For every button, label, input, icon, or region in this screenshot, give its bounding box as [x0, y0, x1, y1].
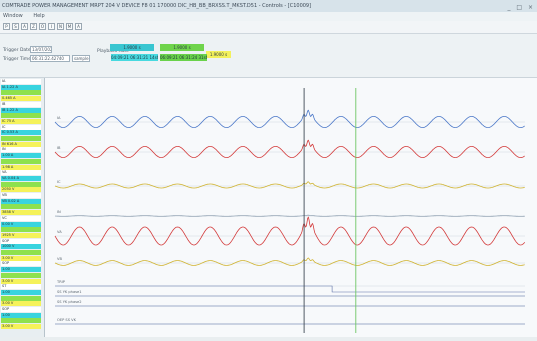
tree-item[interactable]	[1, 90, 41, 96]
toolbar: P S A Z O I N M A	[0, 21, 537, 34]
series-label: OEP SS VK	[57, 318, 77, 322]
trigger-time-field[interactable]: 06:31:22.42740	[30, 55, 70, 62]
tree-item[interactable]	[1, 295, 41, 301]
sample-select[interactable]: sample	[72, 55, 90, 62]
menu-help[interactable]: Help	[33, 13, 45, 19]
tree-item[interactable]: 1.00	[1, 267, 41, 273]
tree-item[interactable]: 0.00 V	[1, 221, 41, 227]
series-va	[54, 216, 526, 246]
tree-item[interactable]	[1, 113, 41, 119]
series-ia	[54, 109, 525, 128]
tree-item[interactable]: ST	[1, 284, 41, 290]
tree-item[interactable]: 3.00 V	[1, 278, 41, 284]
tree-item[interactable]: 2050 V	[1, 187, 41, 193]
tree-item[interactable]: SOP	[1, 238, 41, 244]
trigger-date-field[interactable]: 13/07/2021	[30, 46, 52, 53]
tree-item[interactable]: 1.00 A	[1, 153, 41, 159]
toolbar-button-8[interactable]: M	[66, 23, 73, 30]
tree-item[interactable]: 1.00	[1, 289, 41, 295]
trigger-time-label: Trigger Time	[3, 57, 31, 62]
tree-item[interactable]: IC 75 A	[1, 118, 41, 124]
series-label: TRIP	[56, 280, 66, 284]
window-title: COMTRADE POWER MANAGEMENT MRPT 204 V DEV…	[2, 3, 312, 9]
series-label: IC	[57, 180, 61, 184]
waveform-plot[interactable]: IA IB IC IN VA VB TRIP SS YK phase1 SS YK phase2…	[45, 78, 537, 337]
cursor-a-time: 04:09:21 06:31:21 14s63	[111, 54, 158, 61]
series-label: IN	[57, 210, 61, 214]
tree-item[interactable]: 3.00 V	[1, 324, 41, 330]
tree-item[interactable]: 3858 V	[1, 210, 41, 216]
tree-item[interactable]: IA	[1, 79, 41, 84]
tree-item[interactable]: VB 0.02 A	[1, 198, 41, 204]
tree-item[interactable]: IN	[1, 147, 41, 153]
tree-item[interactable]: IC	[1, 124, 41, 130]
tree-item[interactable]: 3.00 V	[1, 301, 41, 307]
tree-item[interactable]	[1, 181, 41, 187]
tree-item[interactable]: 0.465 A	[1, 96, 41, 102]
toolbar-button-6[interactable]: I	[48, 23, 55, 30]
tree-item[interactable]	[1, 158, 41, 164]
tree-item[interactable]: SOP	[1, 261, 41, 267]
tree-item[interactable]	[1, 250, 41, 255]
chip-c[interactable]: 1.9000 s	[206, 51, 231, 58]
channel-tree: IA IA 1.22 A 0.465 A IB IB 1.22 A IC 75 A IC IC…	[0, 78, 45, 337]
tree-item[interactable]: 1000 V	[1, 244, 41, 250]
tree-item[interactable]	[1, 136, 41, 141]
tree-item[interactable]	[1, 204, 41, 210]
toolbar-button-4[interactable]: Z	[30, 23, 37, 30]
series-ic	[54, 181, 525, 189]
tree-item[interactable]: VA 0.04 A	[1, 175, 41, 181]
series-ib	[54, 139, 525, 158]
toolbar-button-3[interactable]: A	[21, 23, 28, 30]
menu-bar: Window Help	[0, 12, 537, 21]
tree-item[interactable]: IB	[1, 101, 41, 107]
toolbar-button-9[interactable]: A	[75, 23, 82, 30]
tree-item[interactable]: IA 1.22 A	[1, 84, 41, 90]
tree-item[interactable]: SOP	[1, 307, 41, 312]
toolbar-button-5[interactable]: O	[39, 23, 46, 30]
window-controls[interactable]: _ □ ×	[507, 4, 535, 11]
tree-item[interactable]	[1, 227, 41, 233]
tree-item[interactable]	[1, 318, 41, 324]
series-trip	[55, 285, 525, 293]
series-label: VB	[57, 257, 62, 261]
chip-a[interactable]: 1.9000 s	[110, 44, 154, 51]
tree-item[interactable]: VB	[1, 193, 41, 198]
toolbar-button-2[interactable]: S	[12, 23, 19, 30]
series-label: IA	[57, 116, 61, 120]
tree-item[interactable]: 1.98 A	[1, 164, 41, 170]
series-label: IB	[57, 146, 61, 150]
tree-item[interactable]: IN 616 A	[1, 141, 41, 147]
toolbar-button-7[interactable]: N	[57, 23, 64, 30]
toolbar-button-1[interactable]: P	[3, 23, 10, 30]
series-label: VA	[57, 230, 62, 234]
playback-rate-label: Playback Rate	[97, 49, 129, 54]
parameter-bar: Trigger Date 13/07/2021 Trigger Time 06:…	[0, 34, 537, 78]
tree-item[interactable]: IC 0.53 A	[1, 130, 41, 136]
trigger-date-label: Trigger Date	[3, 48, 31, 53]
series-label: SS YK phase1	[57, 290, 82, 294]
tree-item[interactable]	[1, 272, 41, 278]
window-titlebar: COMTRADE POWER MANAGEMENT MRPT 204 V DEV…	[0, 0, 537, 12]
tree-item[interactable]: IB 1.22 A	[1, 107, 41, 113]
tree-item[interactable]: 1925 V	[1, 232, 41, 238]
series-label: SS YK phase2	[57, 300, 82, 304]
waveform-chart: IA IB IC IN VA VB TRIP SS YK phase1 SS YK phase2…	[54, 88, 526, 333]
tree-item[interactable]: 1.00	[1, 312, 41, 318]
tree-item[interactable]: VC	[1, 215, 41, 221]
tree-item[interactable]: 3.00 V	[1, 255, 41, 261]
series-vb	[54, 257, 525, 266]
chip-b[interactable]: 1.9000 s	[160, 44, 204, 51]
series-in	[54, 214, 525, 217]
menu-window[interactable]: Window	[3, 13, 23, 19]
tree-item[interactable]: VA	[1, 170, 41, 176]
cursor-b-time: 06:09:21 06:31:24 31s63	[160, 54, 207, 61]
